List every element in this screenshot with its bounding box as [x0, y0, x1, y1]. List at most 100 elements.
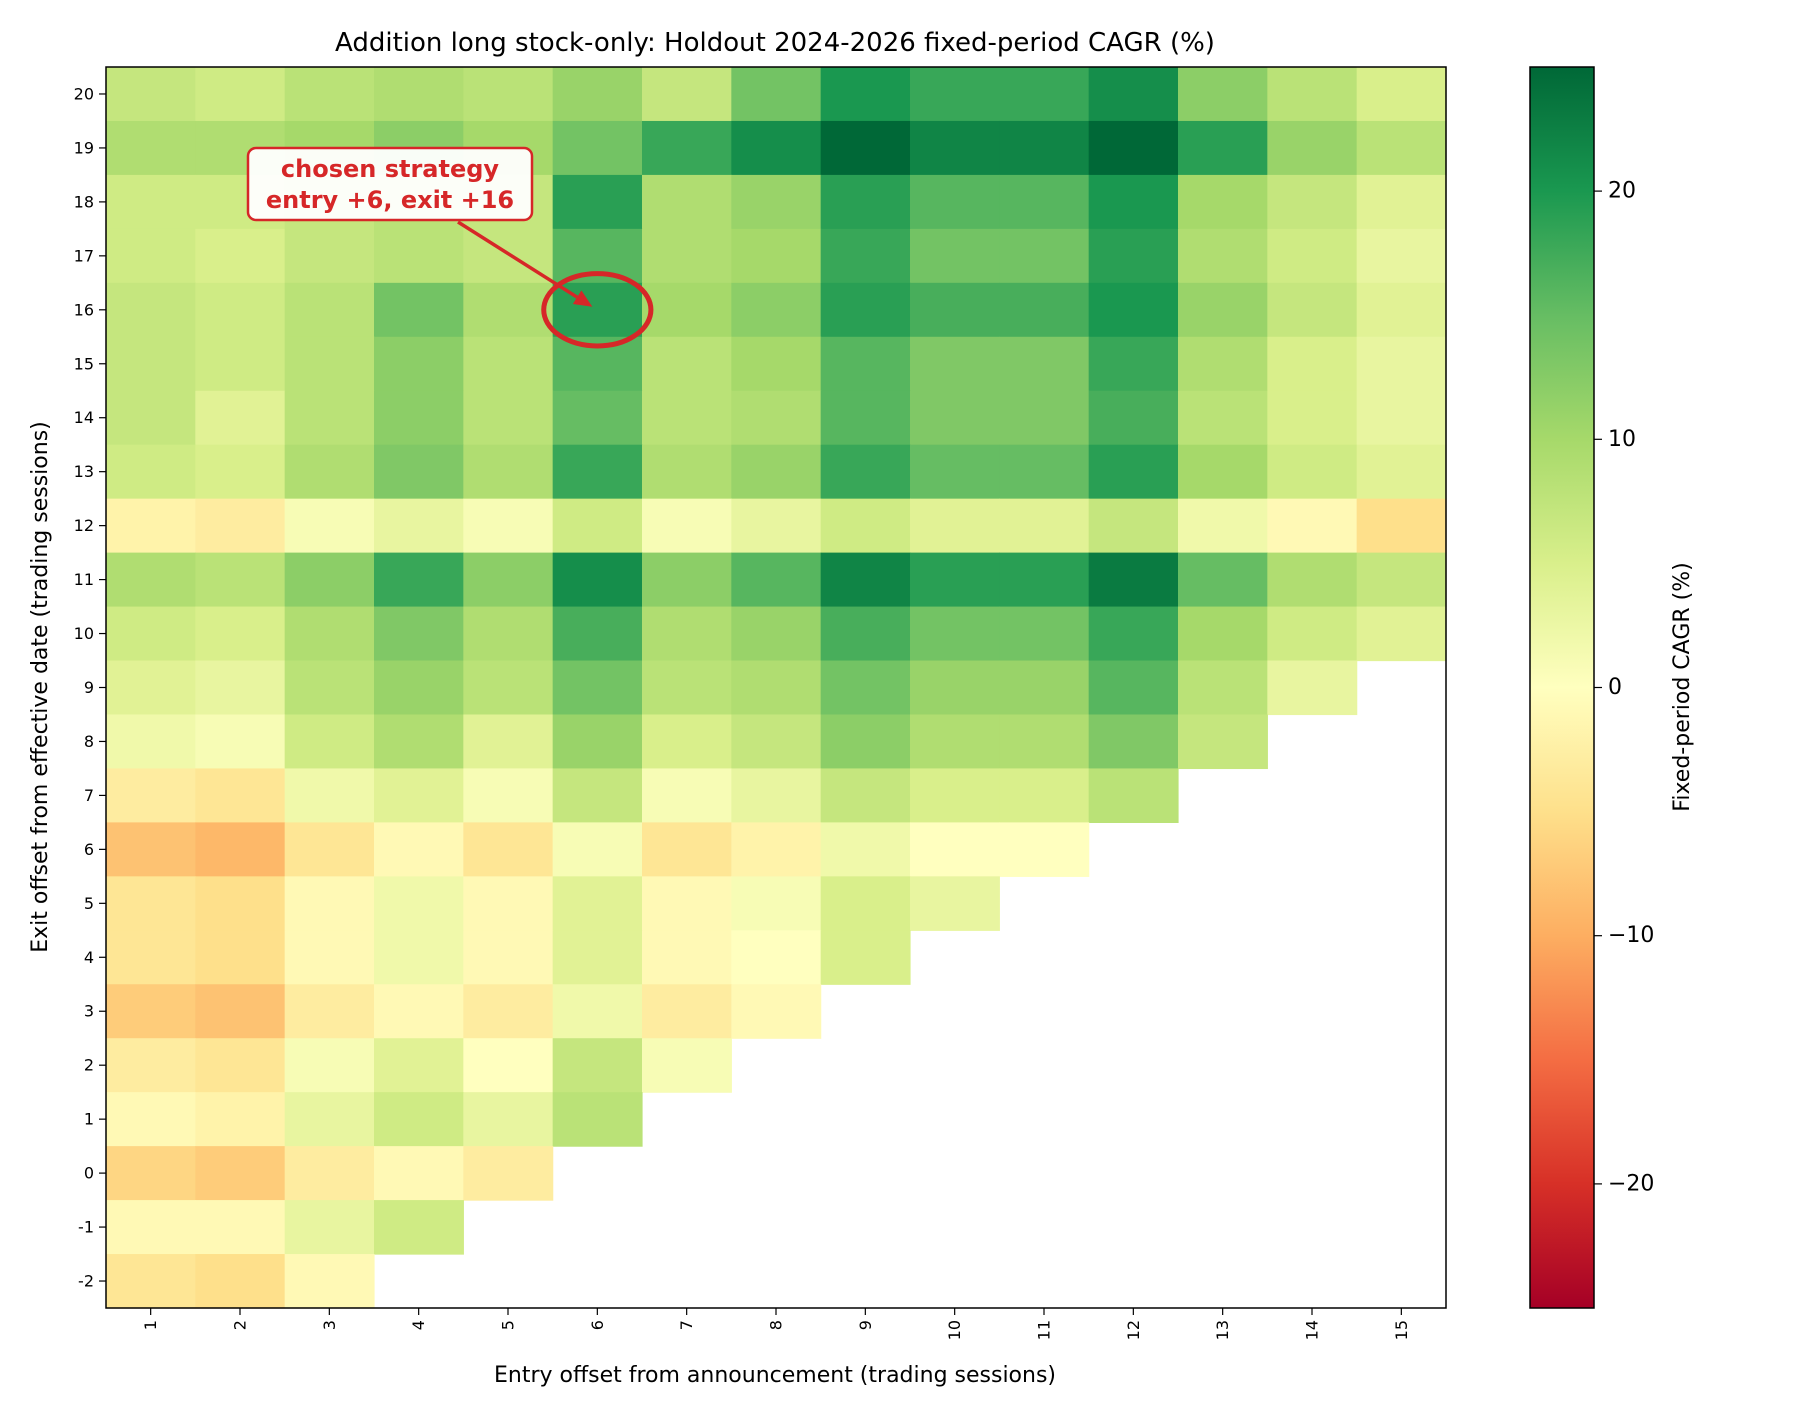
heatmap-cell-entry-11-exit-15	[999, 336, 1090, 392]
x-tick-label: 9	[856, 1320, 875, 1330]
heatmap-cell-entry-4-exit-11	[374, 552, 464, 608]
colorbar-tick-label: 0	[1608, 675, 1622, 700]
heatmap-cell-entry-4-exit-5	[374, 876, 464, 931]
heatmap-cell-entry-10-exit-15	[910, 336, 1000, 392]
heatmap-cell-entry-11-exit-13	[999, 444, 1090, 500]
heatmap-cell-entry-2-exit-14	[195, 390, 286, 446]
heatmap-cell-entry-10-exit-6	[910, 822, 1000, 877]
colorbar-gradient	[1529, 66, 1595, 1309]
heatmap-cell-entry-11-exit-19	[999, 120, 1090, 176]
heatmap-cell-entry-6-exit-2	[552, 1038, 643, 1093]
heatmap-cell-entry-1-exit-3	[106, 984, 196, 1039]
heatmap-cell-entry-14-exit-15	[1267, 336, 1358, 392]
heatmap-cell-entry-7-exit-9	[642, 660, 732, 716]
heatmap-cell-entry-1-exit-9	[106, 660, 196, 716]
heatmap-cell-entry-8-exit-18	[731, 174, 822, 230]
heatmap-cell-entry-4-exit-1	[374, 1092, 464, 1147]
heatmap-cell-entry-2-exit-20	[195, 67, 286, 122]
heatmap-cell-entry-3-exit-1	[284, 1092, 375, 1147]
heatmap-cell-entry-3-exit-15	[284, 336, 375, 392]
heatmap-cell-entry-2-exit-8	[195, 714, 286, 770]
y-tick-label: 13	[74, 462, 94, 481]
x-axis-label: Entry offset from announcement (trading …	[494, 1363, 1056, 1388]
heatmap-cell-entry-2-exit-1	[195, 1092, 286, 1147]
heatmap-cell-entry-6-exit-10	[552, 606, 643, 662]
heatmap-cell-entry-9-exit-19	[820, 120, 911, 176]
heatmap-cell-entry-2-exit--1	[195, 1200, 286, 1255]
heatmap-cell-entry-15-exit-18	[1356, 174, 1447, 230]
heatmap-cell-entry-8-exit-20	[731, 67, 822, 122]
heatmap-cell-entry-7-exit-17	[642, 228, 732, 284]
heatmap-cell-entry-5-exit-7	[463, 768, 554, 823]
heatmap-cell-entry-13-exit-14	[1178, 390, 1268, 446]
heatmap-cell-entry-13-exit-15	[1178, 336, 1268, 392]
heatmap-cell-entry-7-exit-14	[642, 390, 732, 446]
heatmap-cell-entry-12-exit-9	[1088, 660, 1179, 716]
heatmap-cell-entry-12-exit-16	[1088, 282, 1179, 338]
heatmap-cell-entry-15-exit-14	[1356, 390, 1447, 446]
heatmap-cell-entry-6-exit-9	[552, 660, 643, 716]
heatmap-cell-entry-14-exit-18	[1267, 174, 1358, 230]
heatmap-cell-entry-10-exit-18	[910, 174, 1000, 230]
heatmap-cell-entry-7-exit-13	[642, 444, 732, 500]
heatmap-cell-entry-5-exit-5	[463, 876, 554, 931]
heatmap-cell-entry-12-exit-8	[1088, 714, 1179, 770]
heatmap-cell-entry-1-exit-1	[106, 1092, 196, 1147]
heatmap-cell-entry-5-exit-13	[463, 444, 554, 500]
heatmap-cell-entry-10-exit-5	[910, 876, 1000, 931]
heatmap-cell-entry-8-exit-12	[731, 498, 822, 554]
heatmap-cell-entry-2-exit-10	[195, 606, 286, 662]
heatmap-cell-entry-5-exit-16	[463, 282, 554, 338]
heatmap-cell-entry-3-exit-4	[284, 930, 375, 985]
heatmap-cell-entry-8-exit-11	[731, 552, 822, 608]
heatmap-cell-entry-11-exit-16	[999, 282, 1090, 338]
heatmap-cell-entry-12-exit-17	[1088, 228, 1179, 284]
x-axis-ticks: 1 2 3 4 5 6 7 8 9 10 11 12 13 14 15	[141, 1308, 1411, 1340]
heatmap-cell-entry-1-exit--1	[106, 1200, 196, 1255]
heatmap-cell-entry-5-exit-0	[463, 1146, 554, 1201]
heatmap-cell-entry-13-exit-10	[1178, 606, 1268, 662]
heatmap-cells	[106, 67, 1447, 1309]
x-tick-label: 11	[1035, 1320, 1054, 1340]
heatmap-cell-entry-6-exit-3	[552, 984, 643, 1039]
annotation-arrow	[457, 220, 579, 299]
heatmap-cell-entry-4-exit-13	[374, 444, 464, 500]
heatmap-cell-entry-2-exit-2	[195, 1038, 286, 1093]
heatmap-cell-entry-11-exit-17	[999, 228, 1090, 284]
heatmap-cell-entry-4-exit-15	[374, 336, 464, 392]
heatmap-cell-entry-14-exit-11	[1267, 552, 1358, 608]
heatmap-cell-entry-8-exit-3	[731, 984, 822, 1039]
colorbar-label: Fixed-period CAGR (%)	[1670, 562, 1695, 811]
heatmap-cell-entry-7-exit-3	[642, 984, 732, 1039]
heatmap-cell-entry-13-exit-17	[1178, 228, 1268, 284]
x-tick-label: 4	[409, 1320, 428, 1330]
heatmap-cell-entry-9-exit-11	[820, 552, 911, 608]
heatmap-cell-entry-2-exit-7	[195, 768, 286, 823]
heatmap-cell-entry-6-exit-6	[552, 822, 643, 877]
heatmap-cell-entry-2-exit-5	[195, 876, 286, 931]
heatmap-cell-entry-14-exit-12	[1267, 498, 1358, 554]
heatmap-cell-entry-9-exit-9	[820, 660, 911, 716]
heatmap-cell-entry-15-exit-11	[1356, 552, 1447, 608]
heatmap-cell-entry-9-exit-8	[820, 714, 911, 770]
y-tick-label: 10	[74, 624, 94, 643]
heatmap-cell-entry-4-exit-20	[374, 67, 464, 122]
colorbar: 20 10 0 −10 −20 Fixed-period CAGR (%)	[1529, 66, 1695, 1309]
heatmap-cell-entry-3-exit-8	[284, 714, 375, 770]
heatmap-cell-entry-3-exit-20	[284, 67, 375, 122]
x-tick-label: 6	[588, 1320, 607, 1330]
heatmap-cell-entry-5-exit-12	[463, 498, 554, 554]
heatmap-cell-entry-7-exit-16	[642, 282, 732, 338]
heatmap-cell-entry-13-exit-13	[1178, 444, 1268, 500]
heatmap-cell-entry-8-exit-14	[731, 390, 822, 446]
y-tick-label: 20	[74, 84, 94, 103]
heatmap-cell-entry-14-exit-20	[1267, 67, 1358, 122]
heatmap-cell-entry-10-exit-10	[910, 606, 1000, 662]
heatmap-cell-entry-10-exit-11	[910, 552, 1000, 608]
heatmap-cell-entry-10-exit-19	[910, 120, 1000, 176]
heatmap-cell-entry-5-exit-15	[463, 336, 554, 392]
heatmap-cell-entry-4-exit-8	[374, 714, 464, 770]
